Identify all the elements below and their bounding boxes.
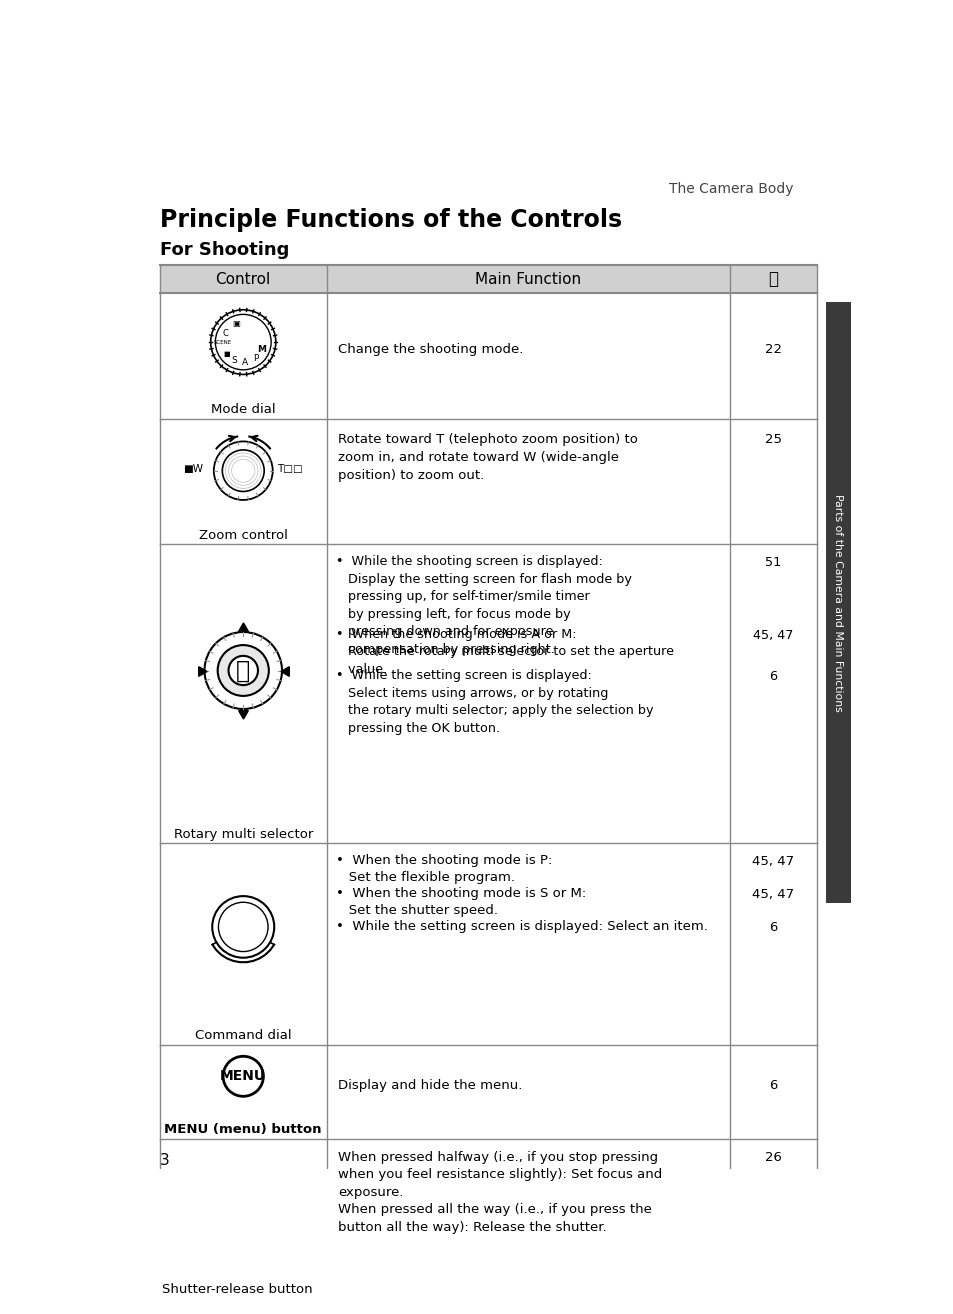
Text: 6: 6: [768, 1079, 777, 1092]
Text: Rotary multi selector: Rotary multi selector: [173, 828, 313, 841]
Text: 6: 6: [768, 670, 777, 683]
Text: ■: ■: [223, 351, 230, 356]
Text: 3: 3: [159, 1152, 169, 1168]
Text: The Camera Body: The Camera Body: [669, 183, 793, 196]
Text: SCENE: SCENE: [213, 339, 232, 344]
Text: Change the shooting mode.: Change the shooting mode.: [337, 343, 522, 356]
Circle shape: [223, 1056, 263, 1096]
Text: A: A: [242, 357, 248, 367]
Text: 25: 25: [764, 432, 781, 445]
Bar: [273, 1176, 286, 1184]
Text: For Shooting: For Shooting: [159, 240, 289, 259]
Text: 📖: 📖: [767, 271, 778, 288]
Text: 6: 6: [768, 921, 777, 934]
Bar: [159, 265, 816, 293]
Text: M: M: [257, 346, 266, 353]
Text: •  While the setting screen is displayed:
   Select items using arrows, or by ro: • While the setting screen is displayed:…: [335, 669, 653, 735]
Text: Ⓞ: Ⓞ: [236, 658, 250, 682]
FancyBboxPatch shape: [175, 1181, 213, 1214]
Bar: [187, 1176, 201, 1184]
Circle shape: [217, 645, 269, 696]
Circle shape: [215, 314, 271, 369]
Circle shape: [229, 656, 257, 685]
Text: Shutter-release button: Shutter-release button: [162, 1284, 312, 1297]
Text: •  While the shooting screen is displayed:
   Display the setting screen for fla: • While the shooting screen is displayed…: [335, 555, 632, 656]
Circle shape: [218, 903, 268, 951]
Text: Control: Control: [215, 272, 271, 286]
Text: •  When the shooting mode is A or M:
   Rotate the rotary multi selector to set : • When the shooting mode is A or M: Rota…: [335, 628, 674, 675]
Text: Rotate toward T (telephoto zoom position) to
zoom in, and rotate toward W (wide-: Rotate toward T (telephoto zoom position…: [337, 432, 637, 481]
Text: T□□: T□□: [276, 464, 302, 474]
Text: Parts of the Camera and Main Functions: Parts of the Camera and Main Functions: [833, 494, 842, 712]
Text: 45, 47: 45, 47: [752, 629, 793, 641]
Text: ■W: ■W: [183, 464, 203, 474]
Text: 45, 47: 45, 47: [752, 854, 794, 867]
Text: When pressed halfway (i.e., if you stop pressing
when you feel resistance slight: When pressed halfway (i.e., if you stop …: [337, 1151, 661, 1234]
FancyBboxPatch shape: [261, 1181, 298, 1214]
Text: •  When the shooting mode is S or M:
   Set the shutter speed.: • When the shooting mode is S or M: Set …: [335, 887, 586, 917]
Text: •  When the shooting mode is P:
   Set the flexible program.: • When the shooting mode is P: Set the f…: [335, 854, 552, 884]
Text: MENU: MENU: [220, 1070, 266, 1083]
Text: ▣: ▣: [233, 319, 240, 327]
Text: Principle Functions of the Controls: Principle Functions of the Controls: [159, 208, 621, 231]
Text: •  While the setting screen is displayed: Select an item.: • While the setting screen is displayed:…: [335, 920, 707, 933]
Text: Zoom control: Zoom control: [198, 528, 288, 541]
Text: 51: 51: [764, 556, 781, 569]
Bar: [825, 302, 850, 903]
Text: 26: 26: [764, 1151, 781, 1164]
Text: MENU (menu) button: MENU (menu) button: [164, 1123, 322, 1137]
Text: P: P: [253, 353, 258, 363]
Text: Display and hide the menu.: Display and hide the menu.: [337, 1079, 521, 1092]
Text: C: C: [222, 328, 228, 338]
Text: Mode dial: Mode dial: [211, 403, 275, 417]
Text: 22: 22: [764, 343, 781, 356]
Text: Main Function: Main Function: [475, 272, 581, 286]
Circle shape: [222, 449, 264, 491]
Text: S: S: [232, 356, 237, 365]
Text: 45, 47: 45, 47: [752, 888, 794, 900]
Text: Command dial: Command dial: [194, 1029, 292, 1042]
